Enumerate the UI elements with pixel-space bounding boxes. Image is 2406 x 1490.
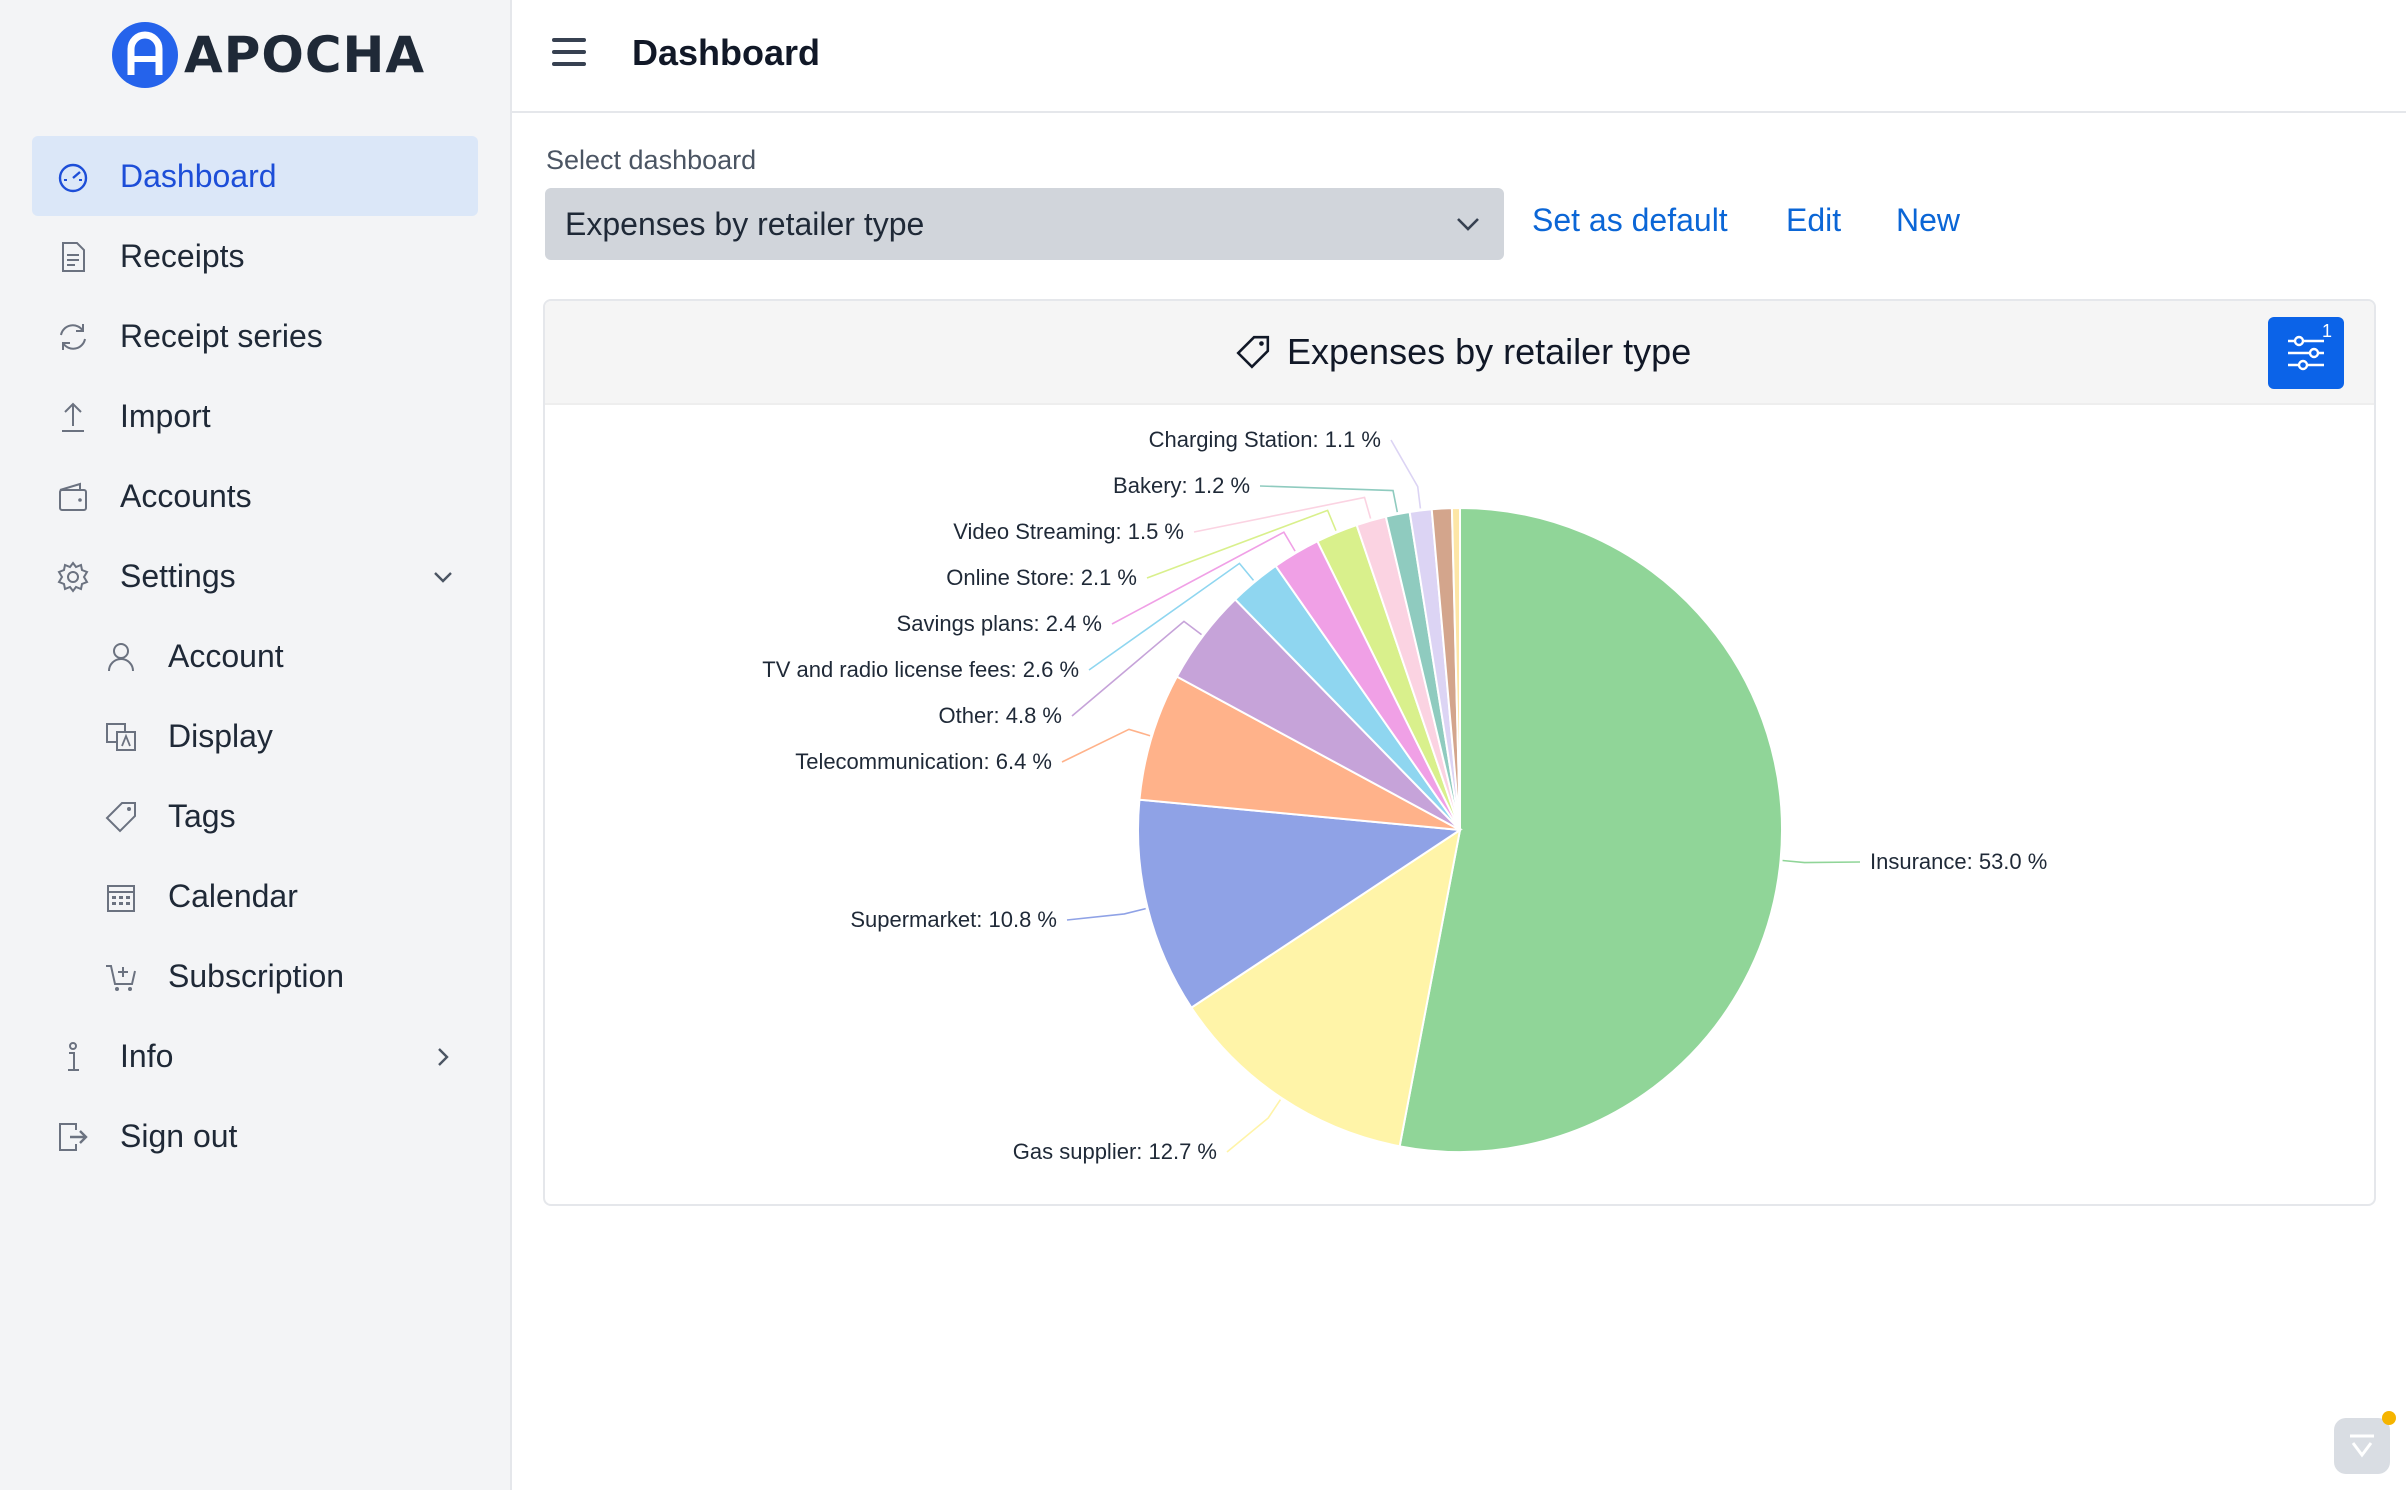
pie-slice-label: TV and radio license fees: 2.6 %: [762, 657, 1079, 682]
sidebar-item-receipt-series[interactable]: Receipt series: [32, 296, 478, 376]
card-title-group: Expenses by retailer type: [1235, 331, 1691, 373]
info-icon: [68, 1042, 79, 1071]
pie-chart: Insurance: 53.0 % Gas supplier: 12.7 % Sup…: [762, 427, 2047, 1164]
sidebar-item-settings[interactable]: Settings: [32, 536, 478, 616]
cart-plus-icon: [106, 965, 136, 991]
filter-sliders-icon: [2288, 335, 2324, 371]
pie-slice[interactable]: [1190, 827, 1462, 1148]
sidebar: APOCHA Dashboard Receipts: [0, 0, 512, 1490]
pie-label-leader-line: [1066, 907, 1146, 921]
sidebar-item-receipts[interactable]: Receipts: [32, 216, 478, 296]
translate-display-icon: [106, 723, 136, 751]
pie-label-leader-line: [1088, 562, 1255, 671]
pie-slice[interactable]: [1138, 675, 1461, 831]
filter-button[interactable]: 1: [2268, 317, 2344, 389]
pie-label-leader-line: [1061, 728, 1151, 763]
dashboard-select[interactable]: Expenses by retailer type: [545, 188, 1504, 260]
upload-arrow-icon: [62, 402, 84, 432]
sidebar-item-label: Dashboard: [120, 157, 277, 194]
receipt-document-icon: [62, 242, 85, 272]
pie-slice[interactable]: [1137, 798, 1463, 1010]
pie-slice-label: Insurance: 53.0 %: [1870, 849, 2047, 874]
wallet-icon: [59, 482, 87, 511]
pie-label-leader-line: [1146, 509, 1337, 579]
sidebar-item-label: Display: [168, 717, 273, 754]
sidebar-item-label: Receipts: [120, 237, 245, 274]
top-header: Dashboard: [512, 0, 2406, 113]
logo-mark-icon: [112, 22, 178, 88]
chevron-down-icon: [1457, 218, 1479, 231]
sidebar-item-label: Subscription: [168, 957, 345, 994]
pie-slice-label: Other: 4.8 %: [938, 703, 1062, 728]
pie-slice-label: Gas supplier: 12.7 %: [1013, 1139, 1217, 1164]
app-logo[interactable]: APOCHA: [112, 22, 425, 88]
hamburger-menu-icon[interactable]: [552, 38, 586, 68]
card-header: Expenses by retailer type 1: [545, 301, 2374, 405]
sidebar-item-label: Account: [168, 637, 284, 674]
calendar-icon: [107, 885, 135, 912]
pie-slice-label: Bakery: 1.2 %: [1113, 473, 1250, 498]
pie-slice-label: Supermarket: 10.8 %: [850, 907, 1057, 932]
sidebar-item-label: Info: [120, 1037, 174, 1074]
pie-label-leader-line: [1071, 620, 1202, 717]
sidebar-item-sign-out[interactable]: Sign out: [32, 1096, 478, 1176]
sidebar-item-label: Receipt series: [120, 317, 323, 354]
new-button[interactable]: New: [1896, 202, 1961, 238]
sidebar-item-dashboard[interactable]: Dashboard: [32, 136, 478, 216]
set-as-default-button[interactable]: Set as default: [1532, 202, 1728, 238]
sidebar-item-display[interactable]: Display: [32, 696, 478, 776]
pie-slice-label: Telecommunication: 6.4 %: [795, 749, 1052, 774]
pie-slice-label: Online Store: 2.1 %: [946, 565, 1137, 590]
dashboard-select-value: Expenses by retailer type: [565, 206, 925, 242]
filter-count-badge: 1: [2321, 321, 2332, 341]
chat-feedback-icon: [2350, 1434, 2374, 1458]
edit-button[interactable]: Edit: [1786, 202, 1842, 238]
user-icon: [108, 643, 134, 672]
sidebar-item-label: Calendar: [168, 877, 298, 914]
notification-dot: [2382, 1411, 2396, 1425]
pie-label-leader-line: [1390, 439, 1422, 509]
sidebar-item-label: Import: [120, 397, 211, 434]
sidebar-item-subscription[interactable]: Subscription: [32, 936, 478, 1016]
gear-icon: [57, 561, 89, 593]
pie-slice-label: Charging Station: 1.1 %: [1149, 427, 1381, 452]
chevron-down-icon: [434, 572, 452, 583]
sign-out-icon: [59, 1123, 88, 1151]
sidebar-item-label: Settings: [120, 557, 236, 594]
pie-slice[interactable]: [1398, 506, 1783, 1153]
sidebar-item-label: Tags: [168, 797, 236, 834]
feedback-widget-button[interactable]: [2334, 1418, 2390, 1474]
pie-label-leader-line: [1782, 859, 1861, 864]
sidebar-item-accounts[interactable]: Accounts: [32, 456, 478, 536]
dashboard-gauge-icon: [58, 163, 88, 193]
sidebar-item-calendar[interactable]: Calendar: [32, 856, 478, 936]
sidebar-item-label: Sign out: [120, 1117, 238, 1154]
pie-label-leader-line: [1193, 496, 1372, 533]
pie-slice[interactable]: [1450, 506, 1461, 831]
pie-slice-label: Video Streaming: 1.5 %: [953, 519, 1184, 544]
select-dashboard-label: Select dashboard: [546, 145, 757, 175]
pie-label-leader-line: [1259, 485, 1399, 513]
pie-slice-label: Savings plans: 2.4 %: [897, 611, 1102, 636]
sidebar-item-import[interactable]: Import: [32, 376, 478, 456]
page-title: Dashboard: [632, 32, 821, 73]
sidebar-item-label: Accounts: [120, 477, 252, 514]
logo-text: APOCHA: [184, 26, 426, 84]
chevron-right-icon: [438, 1048, 449, 1066]
pie-label-leader-line: [1111, 531, 1296, 625]
tag-icon: [105, 802, 136, 833]
refresh-cycle-icon: [60, 324, 86, 350]
sidebar-nav: Dashboard Receipts Receipt series: [32, 136, 478, 1176]
sidebar-item-tags[interactable]: Tags: [32, 776, 478, 856]
card-title: Expenses by retailer type: [1287, 331, 1692, 372]
tag-icon: [1236, 335, 1270, 369]
sidebar-item-info[interactable]: Info: [32, 1016, 478, 1096]
sidebar-item-account[interactable]: Account: [32, 616, 478, 696]
pie-label-leader-line: [1226, 1099, 1282, 1153]
